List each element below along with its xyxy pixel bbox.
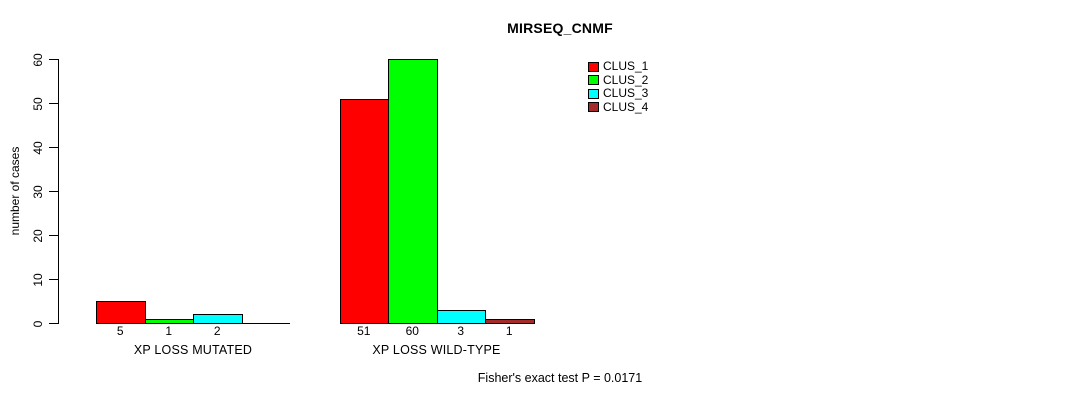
y-tick-label: 50	[31, 96, 45, 111]
y-axis-line	[58, 59, 59, 324]
y-tick-label: 20	[31, 228, 45, 243]
y-tick-label: 60	[31, 52, 45, 67]
legend-item-clus_2: CLUS_2	[588, 72, 649, 88]
y-tick-label: 10	[31, 272, 45, 287]
y-tick-line	[49, 191, 58, 192]
y-tick-line	[49, 279, 58, 280]
bar-value-label: 1	[165, 324, 173, 338]
y-tick-line	[49, 59, 58, 60]
legend-item-clus_3: CLUS_3	[588, 87, 648, 101]
y-axis-title: number of cases	[8, 146, 22, 236]
bar-clus_3-group-1	[193, 314, 243, 324]
bar-clus_4-group-2	[485, 319, 535, 324]
legend: CLUS_1 CLUS_2 CLUS_3 CLUS_4	[588, 60, 648, 114]
bar-value-label: 60	[405, 324, 419, 338]
legend-swatch-clus_3	[588, 88, 599, 99]
bar-clus_2-group-2	[388, 59, 438, 324]
bar-clus_3-group-2	[436, 310, 486, 324]
bar-value-label: 1	[505, 324, 513, 338]
bar-clus_1-group-1	[96, 301, 146, 324]
x-group-label: XP LOSS MUTATED	[133, 343, 253, 357]
y-tick-line	[49, 147, 58, 148]
bar-value-label: 2	[213, 324, 221, 338]
legend-label: CLUS_3	[603, 86, 649, 101]
bar-clus_1-group-2	[339, 99, 389, 324]
bar-value-label: 5	[116, 324, 124, 338]
y-tick-line	[49, 235, 58, 236]
bar-value-label: 51	[357, 324, 371, 338]
legend-swatch-clus_4	[588, 102, 599, 113]
legend-item-clus_4: CLUS_4	[588, 99, 649, 115]
y-tick-label: 0	[31, 320, 45, 327]
legend-swatch-clus_2	[588, 75, 599, 86]
legend-item-clus_1: CLUS_1	[588, 60, 648, 74]
legend-label: CLUS_2	[603, 72, 649, 87]
y-tick-line	[49, 323, 58, 324]
legend-swatch-clus_1	[588, 61, 599, 72]
fisher-test-annotation: Fisher's exact test P = 0.0171	[477, 371, 643, 385]
chart-title: MIRSEQ_CNMF	[507, 20, 613, 36]
y-tick-label: 40	[31, 140, 45, 155]
bar-value-label: 3	[457, 324, 465, 338]
x-group-label: XP LOSS WILD-TYPE	[372, 343, 501, 357]
legend-label: CLUS_4	[603, 99, 649, 114]
y-tick-label: 30	[31, 184, 45, 199]
y-tick-line	[49, 103, 58, 104]
legend-label: CLUS_1	[603, 59, 649, 74]
